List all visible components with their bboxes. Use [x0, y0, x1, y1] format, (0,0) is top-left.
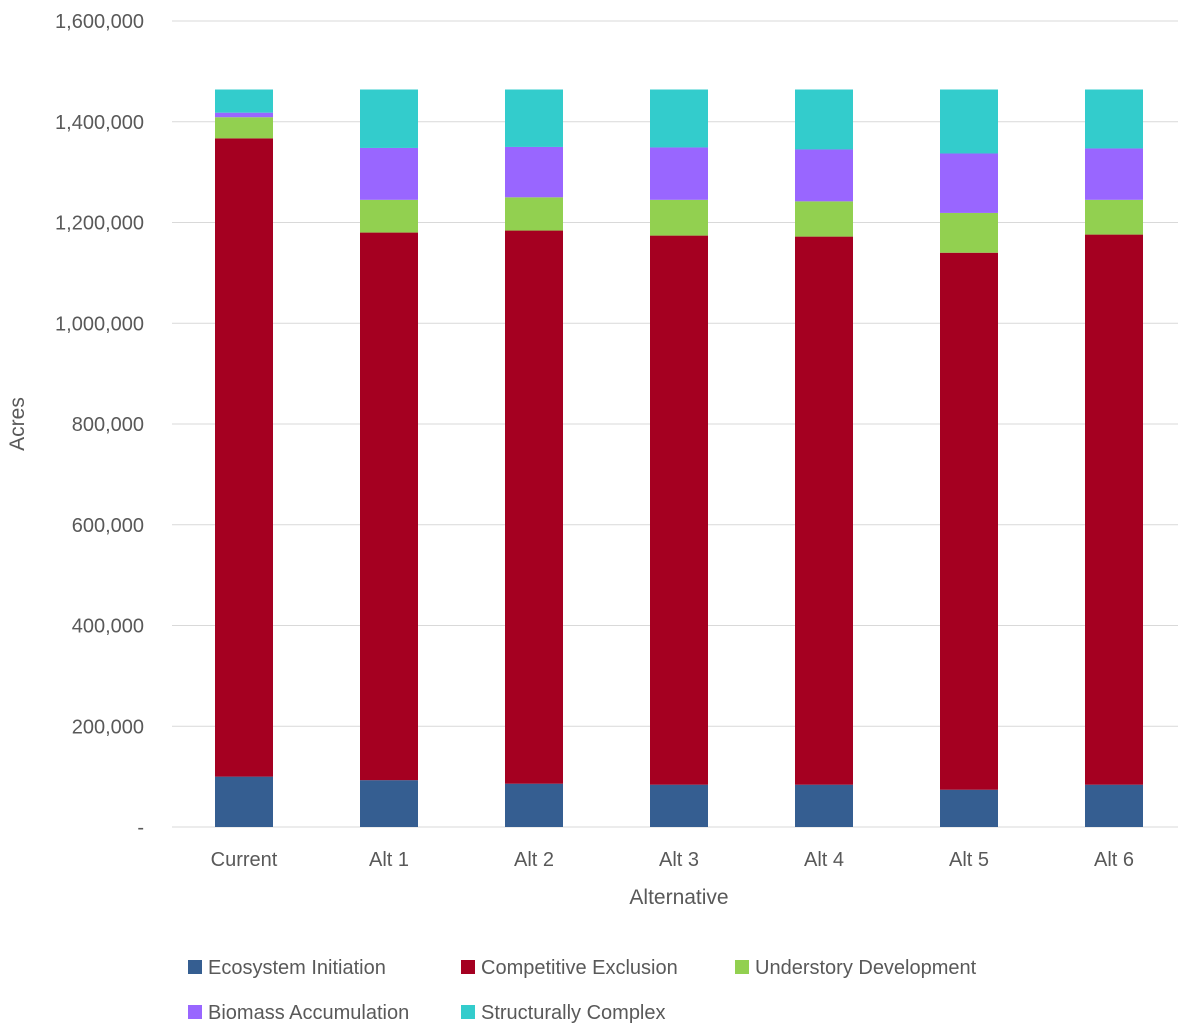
bar-segment	[1085, 199, 1143, 235]
x-axis-tick-labels: Current Alt 1 Alt 2 Alt 3 Alt 4 Alt 5 Alt 6	[211, 849, 1134, 871]
y-axis-tick-labels: - 200,000 400,000 600,000 800,000 1,000,000 1,…	[55, 11, 144, 839]
bar-segment	[940, 252, 998, 790]
bar-segment	[1085, 234, 1143, 785]
bar-stacks	[215, 89, 1143, 827]
bar-segment	[1085, 148, 1143, 200]
bar-segment	[215, 138, 273, 777]
legend-label: Structurally Complex	[481, 1002, 666, 1024]
legend-item: Understory Development	[735, 957, 977, 979]
bar-segment	[940, 212, 998, 253]
x-axis-title: Alternative	[629, 886, 728, 909]
bar-segment	[360, 780, 418, 827]
bar-segment	[215, 112, 273, 118]
bar-segment	[360, 89, 418, 148]
y-tick-label: 600,000	[72, 515, 144, 537]
legend-label: Understory Development	[755, 957, 977, 979]
legend-item: Structurally Complex	[461, 1002, 666, 1024]
bar-segment	[650, 199, 708, 236]
bar-segment	[795, 89, 853, 150]
legend-item: Biomass Accumulation	[188, 1002, 409, 1024]
bar-segment	[505, 89, 563, 147]
x-tick-label: Alt 2	[514, 849, 554, 871]
y-tick-label: 1,000,000	[55, 313, 144, 335]
bar-stack	[215, 89, 273, 827]
bar-stack	[505, 89, 563, 827]
legend-swatch	[188, 960, 202, 974]
bar-segment	[650, 235, 708, 785]
bar-segment	[940, 789, 998, 827]
bar-segment	[940, 89, 998, 154]
y-tick-label: -	[137, 817, 144, 839]
x-tick-label: Alt 1	[369, 849, 409, 871]
x-tick-label: Current	[211, 849, 278, 871]
bar-segment	[650, 784, 708, 827]
bar-stack	[940, 89, 998, 827]
y-tick-label: 1,400,000	[55, 112, 144, 134]
y-tick-label: 400,000	[72, 616, 144, 638]
bar-stack	[1085, 89, 1143, 827]
x-tick-label: Alt 4	[804, 849, 844, 871]
bar-stack	[795, 89, 853, 827]
legend: Ecosystem Initiation Competitive Exclusio…	[188, 957, 977, 1024]
legend-swatch	[735, 960, 749, 974]
y-tick-label: 800,000	[72, 414, 144, 436]
legend-swatch	[461, 1005, 475, 1019]
y-axis-title: Acres	[6, 397, 29, 451]
legend-item: Ecosystem Initiation	[188, 957, 386, 979]
bar-segment	[650, 147, 708, 200]
bar-segment	[505, 146, 563, 198]
legend-swatch	[188, 1005, 202, 1019]
legend-label: Ecosystem Initiation	[208, 957, 386, 979]
x-tick-label: Alt 3	[659, 849, 699, 871]
bar-segment	[795, 149, 853, 202]
bar-segment	[360, 232, 418, 781]
bar-segment	[215, 117, 273, 139]
y-tick-label: 1,600,000	[55, 11, 144, 33]
bar-segment	[650, 89, 708, 148]
bar-segment	[215, 776, 273, 827]
bar-segment	[795, 784, 853, 827]
bar-stack	[360, 89, 418, 827]
bar-stack	[650, 89, 708, 827]
bar-segment	[360, 147, 418, 200]
bar-segment	[505, 230, 563, 784]
bar-segment	[1085, 89, 1143, 149]
legend-label: Competitive Exclusion	[481, 957, 678, 979]
x-tick-label: Alt 5	[949, 849, 989, 871]
bar-segment	[505, 197, 563, 231]
bar-segment	[1085, 784, 1143, 827]
y-tick-label: 1,200,000	[55, 213, 144, 235]
legend-label: Biomass Accumulation	[208, 1002, 409, 1024]
legend-swatch	[461, 960, 475, 974]
x-tick-label: Alt 6	[1094, 849, 1134, 871]
bar-segment	[940, 153, 998, 213]
bar-segment	[795, 201, 853, 237]
bar-segment	[215, 89, 273, 113]
legend-item: Competitive Exclusion	[461, 957, 678, 979]
bar-segment	[795, 236, 853, 785]
y-tick-label: 200,000	[72, 716, 144, 738]
bar-segment	[360, 199, 418, 233]
bar-segment	[505, 783, 563, 827]
